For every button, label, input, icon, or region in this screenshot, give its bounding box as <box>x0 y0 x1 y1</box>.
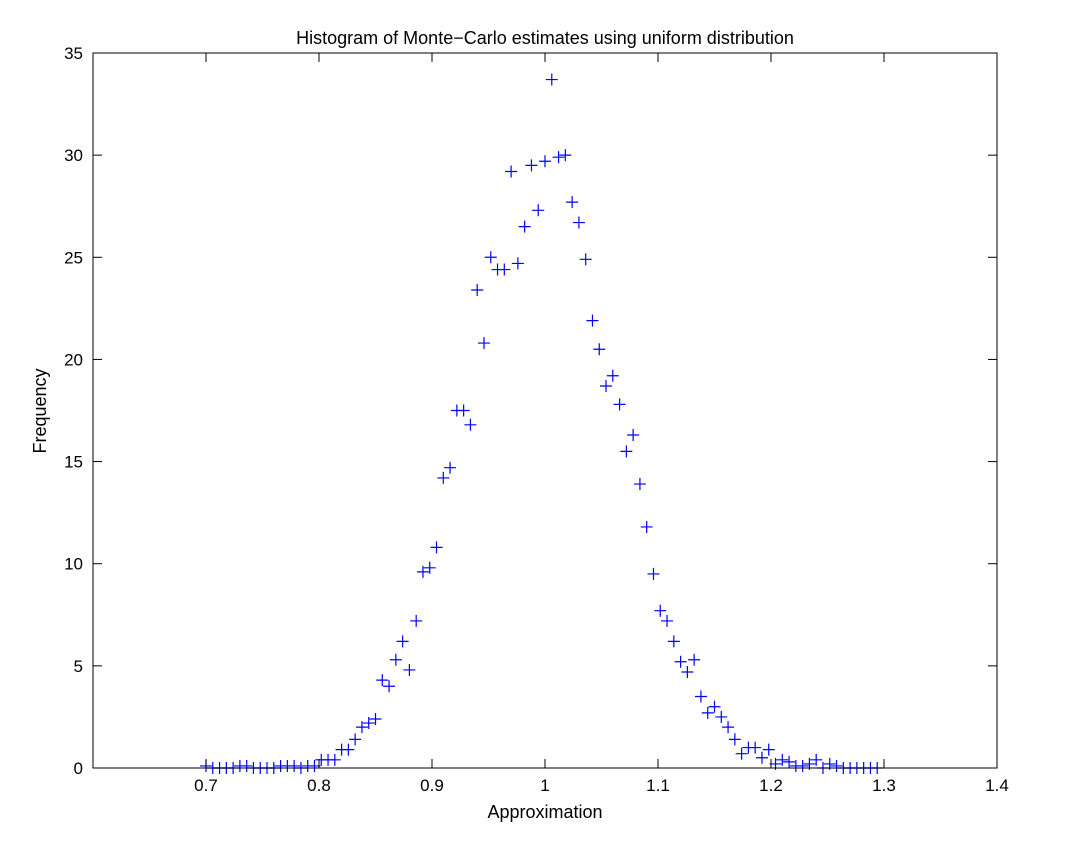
data-point <box>403 663 416 676</box>
data-point <box>566 196 579 209</box>
data-point <box>369 712 382 725</box>
data-point <box>539 155 551 168</box>
data-point <box>511 257 524 270</box>
y-tick-label: 5 <box>74 657 83 676</box>
data-point <box>505 165 518 178</box>
data-point <box>796 759 809 772</box>
x-tick-label: 1.2 <box>759 776 783 795</box>
data-point <box>647 567 660 580</box>
data-point <box>749 741 762 754</box>
data-point <box>640 520 653 533</box>
x-tick-label: 1.3 <box>872 776 896 795</box>
data-point <box>755 751 768 764</box>
y-tick-label: 15 <box>64 453 83 472</box>
y-tick-label: 0 <box>74 759 83 778</box>
data-point <box>606 369 619 382</box>
data-point <box>674 655 687 668</box>
data-point <box>477 337 490 350</box>
x-tick-label: 1 <box>540 776 549 795</box>
data-point <box>328 753 341 766</box>
data-point <box>830 759 843 772</box>
data-point <box>694 690 707 703</box>
data-point <box>423 561 436 574</box>
y-tick-label: 20 <box>64 350 83 369</box>
data-point <box>586 314 599 327</box>
data-point <box>613 398 626 411</box>
data-point <box>776 753 789 766</box>
data-point <box>681 665 694 678</box>
data-point <box>498 263 511 276</box>
chart-title: Histogram of Monte−Carlo estimates using… <box>296 28 794 48</box>
data-point <box>667 635 680 648</box>
y-tick-label: 10 <box>64 555 83 574</box>
data-point <box>654 604 667 617</box>
x-tick-label: 0.8 <box>307 776 331 795</box>
data-point <box>661 614 674 627</box>
x-tick-label: 0.7 <box>194 776 218 795</box>
data-point <box>722 721 735 734</box>
data-point <box>532 204 545 217</box>
data-point <box>627 429 640 442</box>
x-tick-label: 1.4 <box>985 776 1009 795</box>
data-point <box>471 283 484 296</box>
x-tick-label: 1.1 <box>646 776 670 795</box>
x-axis-ticks: 0.7 0.8 0.9 1 1.1 1.2 1.3 1.4 <box>194 53 1009 795</box>
data-point <box>518 220 531 233</box>
data-point <box>810 753 823 766</box>
data-point <box>396 635 409 648</box>
data-point <box>464 418 477 431</box>
data-point <box>389 653 402 666</box>
y-tick-label: 30 <box>64 146 83 165</box>
data-point <box>572 216 585 229</box>
data-point <box>593 343 606 356</box>
y-tick-label: 25 <box>64 248 83 267</box>
y-axis-ticks: 0 5 10 15 20 25 30 35 <box>64 44 997 778</box>
data-point <box>457 404 470 417</box>
data-point <box>410 614 423 627</box>
data-point <box>728 733 741 746</box>
data-points <box>200 73 884 774</box>
data-point <box>701 706 714 719</box>
data-point <box>437 471 450 484</box>
data-point <box>342 743 355 756</box>
data-point <box>715 710 728 723</box>
data-point <box>735 747 748 760</box>
data-point <box>308 759 321 772</box>
data-point <box>383 680 396 693</box>
y-tick-label: 35 <box>64 44 83 63</box>
data-point <box>288 759 301 772</box>
data-point <box>688 653 701 666</box>
data-point <box>545 73 558 86</box>
data-point <box>430 541 443 554</box>
data-point <box>349 733 362 746</box>
data-point <box>376 674 389 687</box>
data-point <box>525 159 538 172</box>
data-point <box>484 251 497 264</box>
x-tick-label: 0.9 <box>420 776 444 795</box>
data-point <box>240 759 253 772</box>
x-axis-label: Approximation <box>487 802 602 822</box>
data-point <box>620 445 633 458</box>
data-point <box>444 461 457 474</box>
y-axis-label: Frequency <box>30 368 50 453</box>
data-point <box>783 755 796 768</box>
data-point <box>633 478 646 491</box>
data-point <box>762 743 775 756</box>
data-point <box>552 151 565 164</box>
data-point <box>600 379 613 392</box>
data-point <box>416 565 429 578</box>
data-point <box>355 721 368 734</box>
data-point <box>559 149 572 162</box>
data-point <box>708 700 721 713</box>
data-point <box>579 253 592 266</box>
data-point <box>362 717 375 730</box>
